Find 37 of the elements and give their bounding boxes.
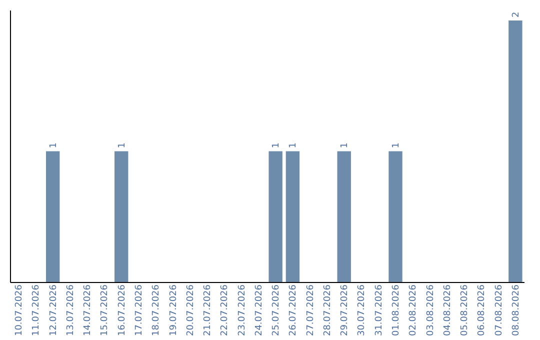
x-tick-label: 26.07.2026 [288,284,299,336]
data-label: 1 [288,142,299,148]
x-tick-label: 01.08.2026 [392,284,402,336]
x-tick-label: 29.07.2026 [340,284,350,336]
x-tick-label: 17.07.2026 [134,284,144,336]
x-tick-label: 04.08.2026 [442,284,453,336]
x-tick-label: 14.07.2026 [83,284,94,336]
x-tick-label: 03.08.2026 [426,284,436,336]
x-tick-label: 15.07.2026 [100,284,110,336]
x-tick-label: 21.07.2026 [203,284,214,336]
data-label: 2 [511,12,522,18]
x-tick-label: 08.08.2026 [511,284,522,336]
data-label: 1 [272,142,282,148]
x-tick-label: 07.08.2026 [494,284,504,336]
data-label: 1 [392,142,402,148]
x-tick-label: 20.07.2026 [186,284,196,336]
x-tick-label: 24.07.2026 [254,284,264,336]
x-tick-label: 27.07.2026 [306,284,316,336]
data-label: 1 [340,142,350,148]
x-tick-label: 10.07.2026 [14,284,25,336]
x-tick-label: 30.07.2026 [357,284,368,336]
data-label: 1 [117,142,128,148]
x-tick-label: 23.07.2026 [237,284,248,336]
x-tick-label: 16.07.2026 [117,284,128,336]
x-tick-label: 25.07.2026 [272,284,282,336]
x-tick-label: 13.07.2026 [66,284,76,336]
x-tick-label: 28.07.2026 [322,284,333,336]
x-tick-label: 06.08.2026 [477,284,488,336]
x-tick-label: 02.08.2026 [408,284,419,336]
x-tick-label: 22.07.2026 [220,284,230,336]
x-tick-label: 05.08.2026 [460,284,470,336]
x-tick-label: 12.07.2026 [48,284,59,336]
x-tick-label: 11.07.2026 [32,284,42,336]
x-tick-label: 31.07.2026 [374,284,384,336]
x-tick-label: 18.07.2026 [152,284,162,336]
data-label: 1 [48,142,59,148]
x-tick-label: 19.07.2026 [168,284,179,336]
